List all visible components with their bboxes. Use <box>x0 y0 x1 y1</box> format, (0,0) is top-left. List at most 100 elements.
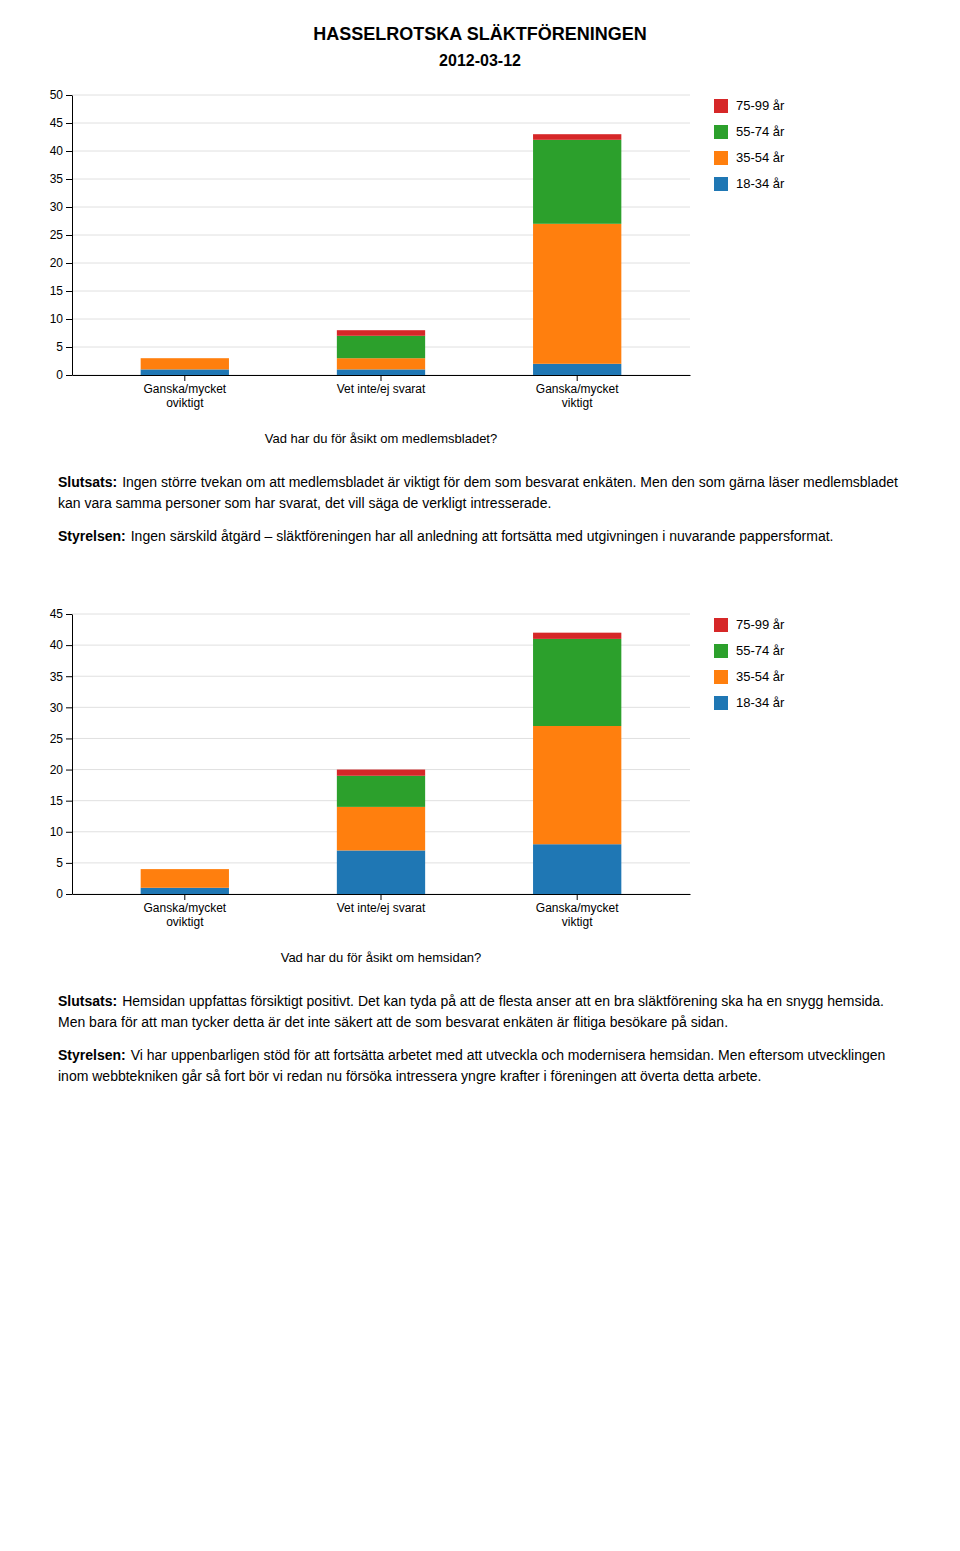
x-tick: Ganska/mycketoviktigt <box>143 894 226 929</box>
legend-label: 35-54 år <box>736 150 785 165</box>
bar <box>141 358 229 359</box>
y-tick-mark <box>66 319 72 320</box>
x-tick-mark <box>577 894 578 900</box>
annotation-line: kan vara samma personer som har svarat, … <box>58 495 551 511</box>
x-tick-label-line: Ganska/mycket <box>536 901 619 915</box>
bar <box>533 224 621 364</box>
y-tick-mark <box>66 738 72 739</box>
legend-item: 55-74 år <box>714 643 785 658</box>
y-tick-mark <box>66 614 72 615</box>
y-tick-label: 35 <box>50 172 64 186</box>
y-tick-mark <box>66 645 72 646</box>
x-tick-mark <box>184 894 185 900</box>
annotation-label: Styrelsen: <box>58 1047 126 1063</box>
grid-line <box>72 95 690 96</box>
y-tick: 40 <box>50 638 72 652</box>
y-tick-label: 30 <box>50 200 64 214</box>
bar <box>141 358 229 369</box>
bars <box>141 633 622 894</box>
bar <box>533 726 621 844</box>
y-tick-label: 40 <box>50 144 64 158</box>
y-tick-label: 35 <box>50 670 64 684</box>
y-tick: 40 <box>50 144 72 158</box>
y-tick-label: 50 <box>50 88 64 102</box>
y-tick: 30 <box>50 200 72 214</box>
bar <box>141 358 229 359</box>
y-tick-mark <box>66 95 72 96</box>
y-tick: 0 <box>56 887 72 901</box>
y-tick: 50 <box>50 88 72 102</box>
y-tick-label: 10 <box>50 312 64 326</box>
legend-swatch <box>714 99 728 113</box>
y-tick-mark <box>66 179 72 180</box>
legend-label: 75-99 år <box>736 98 785 113</box>
annotation-text: Hemsidan uppfattas försiktigt positivt. … <box>58 993 888 1030</box>
legend-item: 75-99 år <box>714 617 785 632</box>
legend-item: 75-99 år <box>714 98 785 113</box>
x-tick-mark <box>381 375 382 381</box>
bar <box>533 134 621 140</box>
legend-item: 18-34 år <box>714 176 785 191</box>
y-tick: 5 <box>56 340 72 354</box>
legend-label: 55-74 år <box>736 643 785 658</box>
bar <box>337 330 425 336</box>
grid-line <box>72 614 690 615</box>
annotation-text: Ingen särskild åtgärd – släktföreningen … <box>131 528 834 544</box>
y-tick-mark <box>66 207 72 208</box>
x-tick-mark <box>184 375 185 381</box>
annotation-line: Men bara för att man tycker detta är det… <box>58 1014 728 1030</box>
y-tick: 10 <box>50 312 72 326</box>
y-tick-label: 40 <box>50 638 64 652</box>
y-tick-mark <box>66 801 72 802</box>
y-tick: 5 <box>56 856 72 870</box>
annotation-text: Vi har uppenbarligen stöd för att fortsä… <box>58 1047 889 1084</box>
y-tick: 15 <box>50 794 72 808</box>
annotation-line: Ingen större tvekan om att medlemsbladet… <box>122 474 902 490</box>
legend-label: 18-34 år <box>736 176 785 191</box>
y-tick-label: 45 <box>50 116 64 130</box>
legend-label: 18-34 år <box>736 695 785 710</box>
legend: 75-99 år55-74 år35-54 år18-34 år <box>714 98 785 191</box>
annotation-text: Ingen större tvekan om att medlemsbladet… <box>58 474 902 511</box>
y-tick-mark <box>66 707 72 708</box>
annotation-label: Slutsats: <box>58 474 117 490</box>
y-axis-line <box>72 615 73 895</box>
bar <box>337 850 425 894</box>
series <box>141 726 622 888</box>
x-tick-label-line: Ganska/mycket <box>536 382 619 396</box>
y-tick: 45 <box>50 607 72 621</box>
y-tick: 35 <box>50 172 72 186</box>
x-tick-label-line: Ganska/mycket <box>143 901 226 915</box>
y-tick-label: 30 <box>50 701 64 715</box>
x-tick: Vet inte/ej svarat <box>337 375 426 396</box>
bar <box>337 336 425 358</box>
legend-item: 35-54 år <box>714 669 785 684</box>
y-tick: 20 <box>50 256 72 270</box>
y-tick-mark <box>66 375 72 376</box>
bar <box>141 369 229 375</box>
y-axis-line <box>72 96 73 376</box>
x-tick: Ganska/mycketviktigt <box>536 894 619 929</box>
y-tick-label: 45 <box>50 607 64 621</box>
bar <box>337 358 425 369</box>
y-tick-mark <box>66 263 72 264</box>
x-tick: Ganska/mycketoviktigt <box>143 375 226 410</box>
series <box>337 140 621 358</box>
x-tick-mark <box>381 894 382 900</box>
annotation-line: inom webbtekniken går så fort bör vi red… <box>58 1068 762 1084</box>
bar <box>337 369 425 375</box>
y-tick-label: 20 <box>50 256 64 270</box>
legend-swatch <box>714 696 728 710</box>
y-tick: 25 <box>50 732 72 746</box>
y-tick-label: 10 <box>50 825 64 839</box>
grid <box>72 614 690 894</box>
bar <box>337 776 425 807</box>
y-tick-label: 25 <box>50 732 64 746</box>
series <box>337 639 621 807</box>
y-tick: 25 <box>50 228 72 242</box>
y-tick-label: 15 <box>50 284 64 298</box>
y-tick-mark <box>66 863 72 864</box>
y-tick: 0 <box>56 368 72 382</box>
bar <box>337 807 425 851</box>
x-axis-title: Vad har du för åsikt om hemsidan? <box>281 950 482 965</box>
